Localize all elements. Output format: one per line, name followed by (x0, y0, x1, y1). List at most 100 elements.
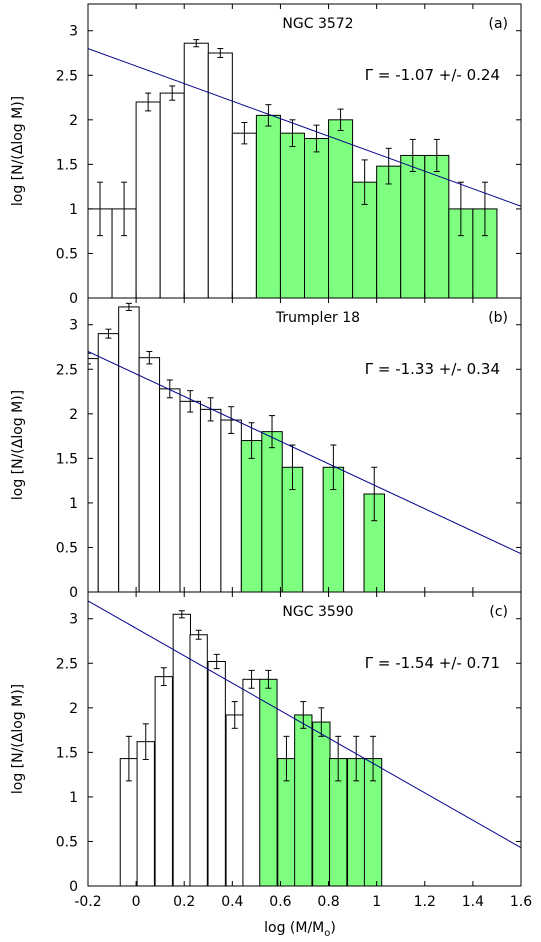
histogram-bar (207, 52, 233, 298)
y-tick-label: 2.5 (56, 656, 78, 672)
x-tick-label: 0.4 (221, 894, 243, 910)
error-bar (283, 735, 290, 782)
error-bar (269, 415, 276, 449)
error-bar (121, 181, 128, 237)
histogram-bar (255, 114, 281, 298)
error-bar (217, 48, 224, 58)
x-tick-label: 0.2 (173, 894, 195, 910)
histogram-bar (424, 154, 450, 298)
histogram-bar (154, 676, 173, 886)
panel-tag: (c) (489, 604, 508, 620)
error-bar (371, 466, 378, 522)
panel-tag: (b) (488, 310, 508, 326)
y-tick-label: 1.5 (56, 745, 78, 761)
y-tick-label: 3 (69, 318, 78, 334)
histogram-bar (172, 613, 191, 886)
error-bar (166, 379, 173, 399)
error-bar (433, 138, 440, 172)
histogram-bar (261, 431, 283, 592)
error-bar (88, 352, 91, 365)
y-axis-label: log [N/(Δlog M)] (10, 390, 26, 500)
x-axis-label-close: ) (330, 920, 335, 936)
histogram-bar (400, 154, 426, 298)
y-tick-label: 0.5 (56, 540, 78, 556)
x-tick-label: -0.2 (74, 894, 101, 910)
y-tick-label: 3 (69, 24, 78, 40)
x-tick-label: 1.4 (462, 894, 484, 910)
panel-title: Trumpler 18 (275, 310, 360, 326)
power-law-fit-line (88, 48, 521, 207)
panel-tag: (a) (488, 16, 508, 32)
error-bar (125, 735, 132, 782)
error-bar (289, 444, 296, 491)
x-tick-label: 1 (372, 894, 381, 910)
error-bar (142, 723, 149, 760)
error-bar (248, 422, 255, 459)
y-tick-label: 0 (69, 291, 78, 307)
error-bar (313, 124, 320, 153)
panel-1: 0 0.5 1 1.5 2 2.5 3 NGC 3572 (a) Γ = -1.07 +/- 0.… (10, 3, 522, 307)
histogram-bar (225, 714, 244, 886)
error-bar (193, 39, 200, 48)
error-bar (409, 138, 416, 172)
error-bar (207, 397, 214, 422)
error-bar (160, 667, 167, 687)
error-bar (318, 707, 325, 737)
error-bar (289, 119, 296, 148)
error-bar (178, 610, 185, 619)
plot-area (88, 600, 521, 886)
slope-annotation: Γ = -1.54 +/- 0.71 (365, 654, 500, 672)
error-bar (195, 629, 202, 640)
y-tick-label: 3 (69, 612, 78, 628)
x-axis-label-subscript: o (324, 928, 330, 939)
histogram-bar (240, 440, 263, 592)
panels: 0 0.5 1 1.5 2 2.5 3 NGC 3572 (a) Γ = -1.07 +/- 0.… (10, 3, 532, 910)
y-tick-label: 1 (69, 202, 78, 218)
histogram-bar (183, 42, 209, 298)
plot-area (88, 302, 521, 592)
histogram-bar (189, 634, 208, 886)
panel-2: 0 0.5 1 1.5 2 2.5 3 Trumpler 18 (b) Γ = -1.33 +/-… (10, 297, 522, 601)
histogram-bar (242, 678, 261, 886)
y-axis-label: log [N/(Δlog M)] (10, 684, 26, 794)
error-bar (105, 328, 112, 339)
y-tick-label: 1.5 (56, 451, 78, 467)
error-bar (125, 302, 132, 311)
histogram-bar (294, 714, 313, 886)
histogram-bar (97, 333, 120, 592)
histogram-bar (328, 119, 354, 298)
panel-3: 00.511.522.53-0.2 0 0.2 0.4 0.6 0.8 1 1.2 1.4 1.6… (10, 591, 532, 910)
histogram-bar (207, 660, 226, 886)
error-bar (457, 181, 464, 237)
y-tick-label: 0 (69, 585, 78, 601)
histogram-bar (312, 721, 331, 886)
x-tick-label: 0.6 (269, 894, 291, 910)
error-bar (146, 350, 153, 365)
slope-annotation: Γ = -1.33 +/- 0.34 (365, 360, 500, 378)
histogram-bar (135, 101, 161, 298)
error-bar (248, 669, 255, 689)
histogram-bar (118, 306, 140, 592)
panel-title: NGC 3590 (282, 604, 353, 620)
power-law-fit-line (88, 600, 521, 849)
y-tick-label: 0.5 (56, 834, 78, 850)
error-bar (241, 121, 248, 145)
plot-area (88, 39, 521, 298)
x-tick-label: 0.8 (317, 894, 339, 910)
error-bar (265, 669, 272, 689)
x-tick-label: 0 (132, 894, 141, 910)
y-tick-label: 1 (69, 496, 78, 512)
error-bar (330, 444, 337, 491)
histogram-bar (304, 138, 330, 298)
histogram-bar (259, 678, 278, 886)
histogram-bar (179, 400, 201, 592)
y-axis-label: log [N/(Δlog M)] (10, 96, 26, 206)
y-tick-label: 1.5 (56, 157, 78, 173)
y-tick-label: 2 (69, 407, 78, 423)
x-axis-label: log (M/Mo) (264, 920, 336, 939)
error-bar (231, 701, 238, 729)
histogram-bar (138, 357, 161, 592)
y-tick-label: 0 (69, 879, 78, 895)
y-tick-label: 2 (69, 701, 78, 717)
